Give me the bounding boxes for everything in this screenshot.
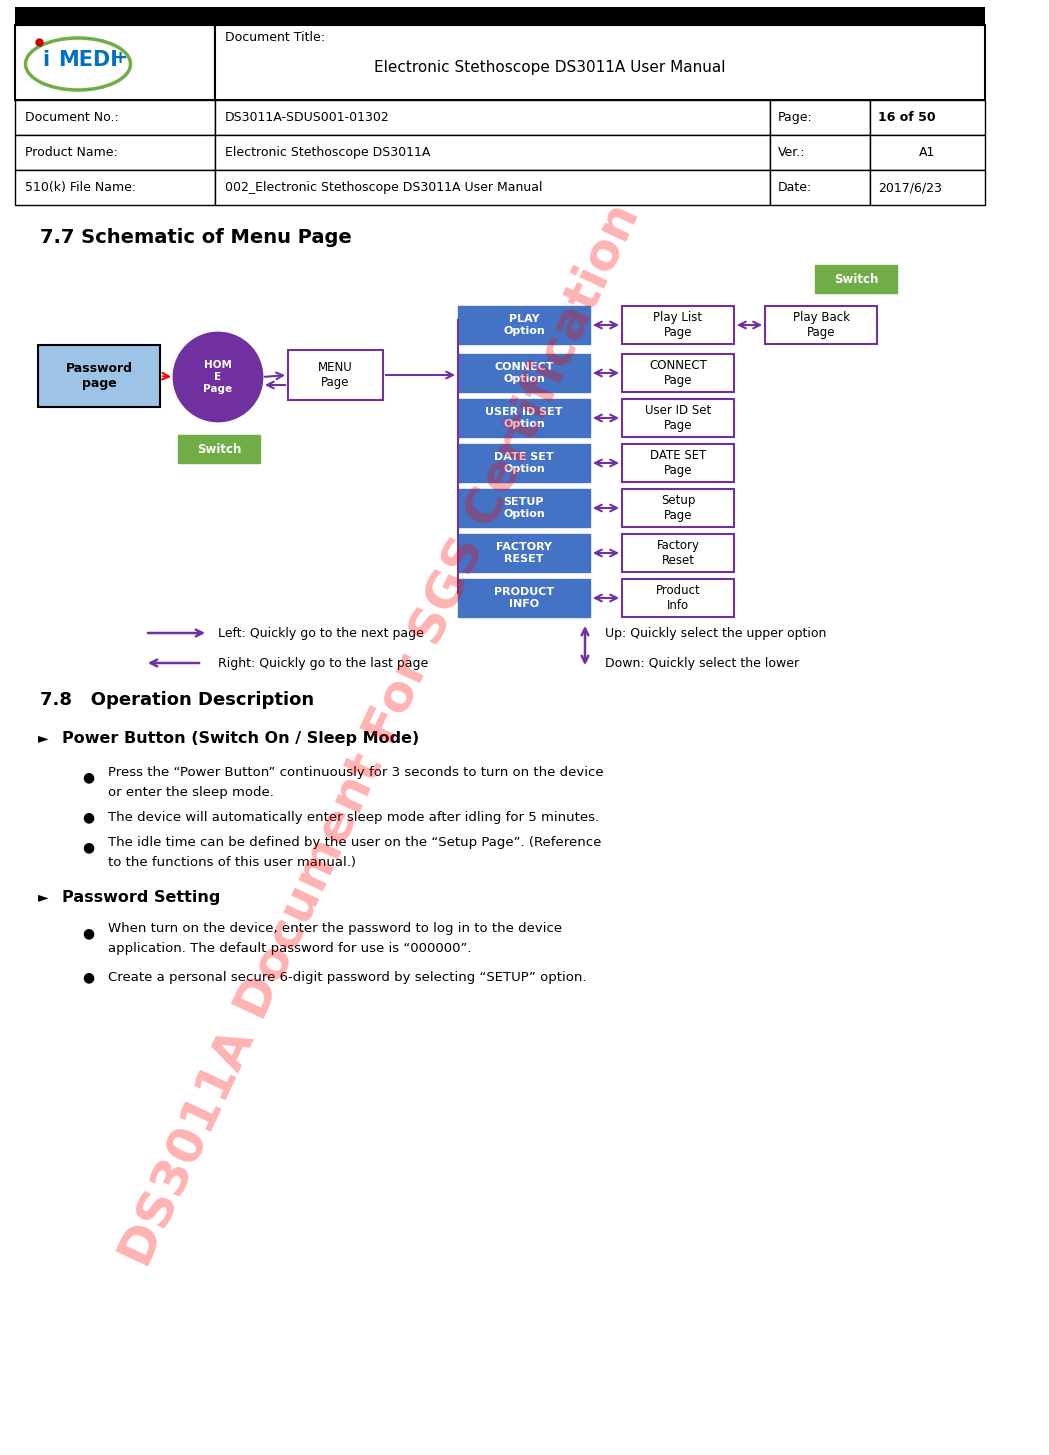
Text: ►: ► (38, 730, 48, 745)
Text: Electronic Stethoscope DS3011A User Manual: Electronic Stethoscope DS3011A User Manu… (374, 60, 726, 74)
FancyBboxPatch shape (458, 579, 590, 617)
FancyBboxPatch shape (458, 489, 590, 527)
FancyBboxPatch shape (215, 100, 770, 135)
FancyBboxPatch shape (458, 444, 590, 482)
FancyBboxPatch shape (622, 534, 734, 572)
Text: Play Back
Page: Play Back Page (792, 311, 850, 339)
FancyBboxPatch shape (178, 435, 260, 463)
FancyBboxPatch shape (815, 265, 897, 292)
Text: Document No.:: Document No.: (25, 111, 119, 124)
FancyBboxPatch shape (622, 444, 734, 482)
FancyBboxPatch shape (870, 100, 985, 135)
Text: PRODUCT
INFO: PRODUCT INFO (494, 588, 554, 608)
FancyBboxPatch shape (15, 170, 215, 205)
Text: Product Name:: Product Name: (25, 146, 117, 159)
Text: USER ID SET
Option: USER ID SET Option (486, 407, 562, 429)
FancyBboxPatch shape (770, 100, 870, 135)
Text: ●: ● (82, 970, 94, 984)
Text: ►: ► (38, 890, 48, 904)
FancyBboxPatch shape (15, 135, 215, 170)
Text: 7.8   Operation Description: 7.8 Operation Description (40, 691, 314, 709)
FancyBboxPatch shape (458, 534, 590, 572)
Text: ●: ● (82, 770, 94, 784)
Text: 7.7 Schematic of Menu Page: 7.7 Schematic of Menu Page (40, 227, 351, 246)
FancyBboxPatch shape (215, 170, 770, 205)
FancyBboxPatch shape (458, 399, 590, 436)
Text: Date:: Date: (778, 180, 812, 194)
Text: Electronic Stethoscope DS3011A: Electronic Stethoscope DS3011A (224, 146, 430, 159)
Text: Left: Quickly go to the next page: Left: Quickly go to the next page (218, 627, 424, 640)
Text: DS3011A-SDUS001-01302: DS3011A-SDUS001-01302 (224, 111, 390, 124)
FancyBboxPatch shape (215, 25, 985, 100)
FancyBboxPatch shape (870, 170, 985, 205)
FancyBboxPatch shape (770, 135, 870, 170)
Text: MENU
Page: MENU Page (318, 361, 352, 388)
FancyBboxPatch shape (622, 399, 734, 436)
Text: Switch: Switch (834, 272, 878, 285)
FancyBboxPatch shape (622, 306, 734, 343)
Text: 2017/6/23: 2017/6/23 (878, 180, 942, 194)
Text: 510(k) File Name:: 510(k) File Name: (25, 180, 136, 194)
Text: Create a personal secure 6-digit password by selecting “SETUP” option.: Create a personal secure 6-digit passwor… (108, 970, 586, 984)
Text: HOM
E
Page: HOM E Page (204, 361, 233, 394)
FancyBboxPatch shape (622, 489, 734, 527)
Text: Press the “Power Button” continuously for 3 seconds to turn on the device: Press the “Power Button” continuously fo… (108, 765, 603, 778)
Text: Play List
Page: Play List Page (654, 311, 703, 339)
Text: Password
page: Password page (65, 362, 132, 390)
FancyBboxPatch shape (622, 579, 734, 617)
Text: Down: Quickly select the lower: Down: Quickly select the lower (605, 656, 799, 669)
Text: Page:: Page: (778, 111, 813, 124)
FancyBboxPatch shape (38, 345, 160, 407)
Text: Up: Quickly select the upper option: Up: Quickly select the upper option (605, 627, 827, 640)
Text: CONNECT
Option: CONNECT Option (494, 362, 554, 384)
Text: CONNECT
Page: CONNECT Page (649, 359, 707, 387)
Text: 002_Electronic Stethoscope DS3011A User Manual: 002_Electronic Stethoscope DS3011A User … (224, 180, 542, 194)
FancyBboxPatch shape (770, 170, 870, 205)
Text: When turn on the device, enter the password to log in to the device: When turn on the device, enter the passw… (108, 921, 562, 934)
FancyBboxPatch shape (458, 354, 590, 391)
Text: ●: ● (82, 840, 94, 854)
Text: DATE SET
Page: DATE SET Page (649, 450, 706, 477)
FancyBboxPatch shape (15, 7, 985, 25)
Text: 16 of 50: 16 of 50 (878, 111, 936, 124)
Text: DATE SET
Option: DATE SET Option (494, 453, 554, 474)
FancyBboxPatch shape (15, 100, 215, 135)
Text: The idle time can be defined by the user on the “Setup Page”. (Reference: The idle time can be defined by the user… (108, 835, 601, 848)
Text: Right: Quickly go to the last page: Right: Quickly go to the last page (218, 656, 428, 669)
Text: PLAY
Option: PLAY Option (504, 314, 544, 336)
Text: DS3011A Document For SGS Certification: DS3011A Document For SGS Certification (112, 196, 648, 1273)
Text: ●: ● (82, 810, 94, 824)
Text: Product
Info: Product Info (656, 583, 701, 613)
FancyBboxPatch shape (765, 306, 877, 343)
Text: ●: ● (82, 925, 94, 940)
Text: Factory
Reset: Factory Reset (657, 538, 700, 567)
Text: application. The default password for use is “000000”.: application. The default password for us… (108, 941, 471, 954)
FancyBboxPatch shape (870, 135, 985, 170)
Text: Ver.:: Ver.: (778, 146, 806, 159)
FancyBboxPatch shape (215, 135, 770, 170)
Text: Document Title:: Document Title: (224, 31, 325, 44)
Text: to the functions of this user manual.): to the functions of this user manual.) (108, 856, 356, 869)
Text: i: i (42, 49, 49, 70)
Text: FACTORY
RESET: FACTORY RESET (496, 543, 552, 563)
Text: User ID Set
Page: User ID Set Page (645, 404, 711, 432)
Text: MEDI: MEDI (58, 49, 117, 70)
Circle shape (174, 333, 262, 420)
Text: +: + (112, 49, 127, 67)
FancyBboxPatch shape (288, 351, 383, 400)
Text: The device will automatically enter sleep mode after idling for 5 minutes.: The device will automatically enter slee… (108, 810, 599, 824)
FancyBboxPatch shape (622, 354, 734, 391)
FancyBboxPatch shape (458, 306, 590, 343)
FancyBboxPatch shape (15, 25, 215, 100)
Text: Setup
Page: Setup Page (661, 495, 695, 522)
Text: A1: A1 (919, 146, 936, 159)
Text: SETUP
Option: SETUP Option (504, 498, 544, 519)
Text: Password Setting: Password Setting (62, 889, 220, 905)
Text: Power Button (Switch On / Sleep Mode): Power Button (Switch On / Sleep Mode) (62, 730, 420, 745)
Text: Switch: Switch (197, 442, 241, 455)
Text: or enter the sleep mode.: or enter the sleep mode. (108, 786, 274, 799)
